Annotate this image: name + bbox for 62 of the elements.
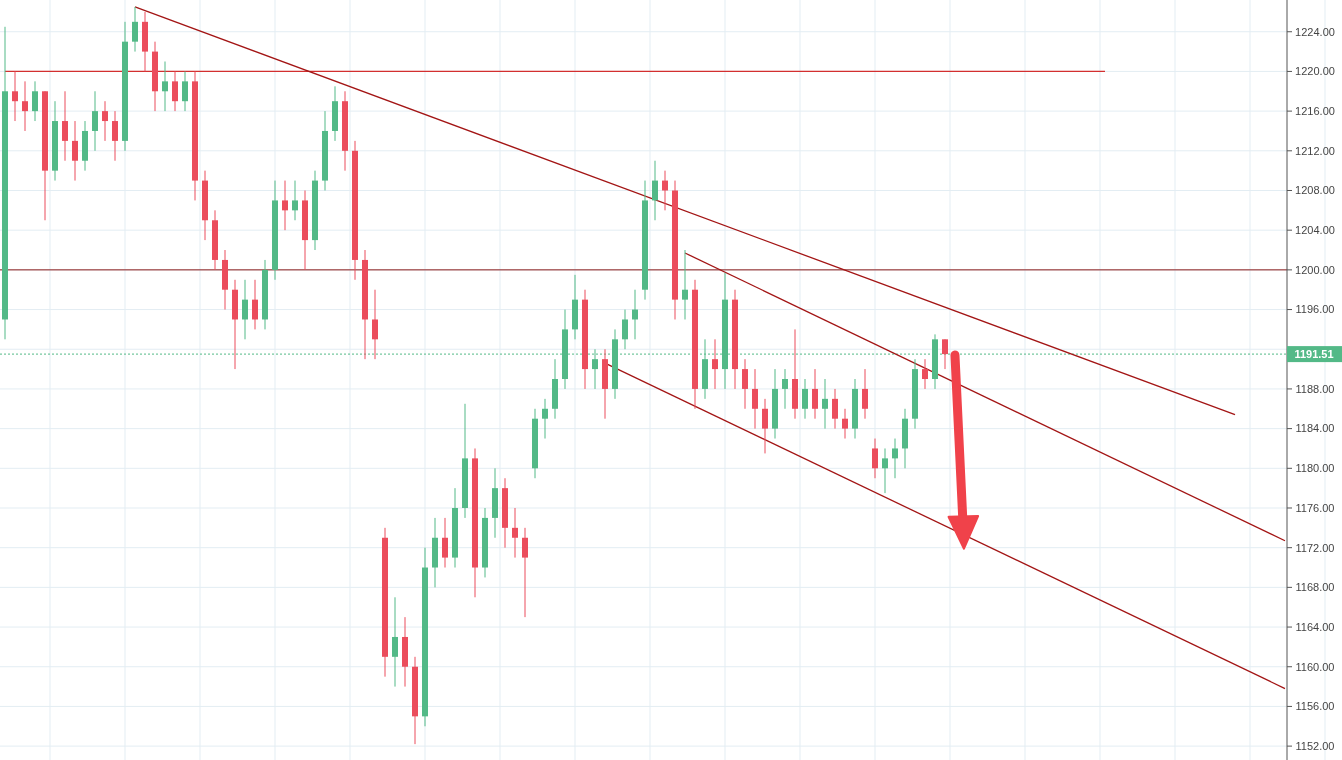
y-tick-label: 1188.00: [1295, 382, 1335, 395]
candlestick: [182, 70, 188, 112]
y-tick-label: 1204.00: [1295, 224, 1335, 237]
candlestick: [752, 368, 758, 430]
candlestick: [172, 70, 178, 112]
y-tick-label: 1156.00: [1295, 700, 1335, 713]
candlestick: [682, 249, 688, 320]
candlestick: [802, 378, 808, 420]
y-tick-label: 1164.00: [1295, 620, 1335, 633]
candlestick: [512, 507, 518, 559]
y-tick-label: 1208.00: [1295, 184, 1335, 197]
candlestick: [522, 527, 528, 618]
candlestick: [242, 279, 248, 340]
candlestick: [942, 338, 948, 370]
candlestick: [652, 160, 658, 221]
y-tick-label: 1168.00: [1295, 581, 1335, 594]
ref-line-label: 1191.51: [1294, 347, 1334, 360]
candlestick: [112, 110, 118, 162]
candlestick: [742, 358, 748, 410]
y-tick-label: 1216.00: [1295, 104, 1335, 117]
y-tick-label: 1180.00: [1295, 462, 1335, 475]
candlestick: [442, 517, 448, 569]
y-tick-label: 1224.00: [1295, 25, 1335, 38]
candlestick: [632, 289, 638, 340]
y-tick-label: 1184.00: [1295, 422, 1335, 435]
y-tick-label: 1212.00: [1295, 144, 1335, 157]
candlestick: [662, 170, 668, 211]
candlestick: [862, 368, 868, 420]
candlestick: [922, 358, 928, 390]
candlestick: [782, 368, 788, 410]
candlestick: [282, 180, 288, 231]
candlestick: [132, 6, 138, 53]
candlestick: [62, 90, 68, 162]
y-tick-label: 1172.00: [1295, 541, 1335, 554]
y-tick-label: 1176.00: [1295, 501, 1335, 514]
candlestick: [872, 438, 878, 479]
candlestick: [22, 80, 28, 132]
y-tick-label: 1200.00: [1295, 263, 1335, 276]
candlestick: [32, 80, 38, 122]
candlestick: [842, 408, 848, 440]
candlestick: [832, 388, 838, 430]
y-tick-label: 1152.00: [1295, 739, 1335, 752]
candlestick: [892, 438, 898, 479]
candlestick: [882, 447, 888, 494]
candlestick: [162, 61, 168, 112]
y-tick-label: 1196.00: [1295, 303, 1335, 316]
candlestick: [762, 398, 768, 454]
candlestick: [12, 70, 18, 122]
candlestick: [812, 368, 818, 420]
candlestick: [392, 596, 398, 688]
candlestick: [822, 378, 828, 430]
candlestick: [92, 90, 98, 152]
candlestick: [292, 180, 298, 221]
y-tick-label: 1220.00: [1295, 65, 1335, 78]
candlestick: [712, 338, 718, 390]
candlestick: [102, 100, 108, 142]
candlestick: [542, 398, 548, 440]
candlestick: [252, 279, 258, 330]
y-tick-label: 1160.00: [1295, 660, 1335, 673]
candlestick: [372, 289, 378, 360]
candlestick: [622, 309, 628, 350]
candlestick: [72, 120, 78, 182]
